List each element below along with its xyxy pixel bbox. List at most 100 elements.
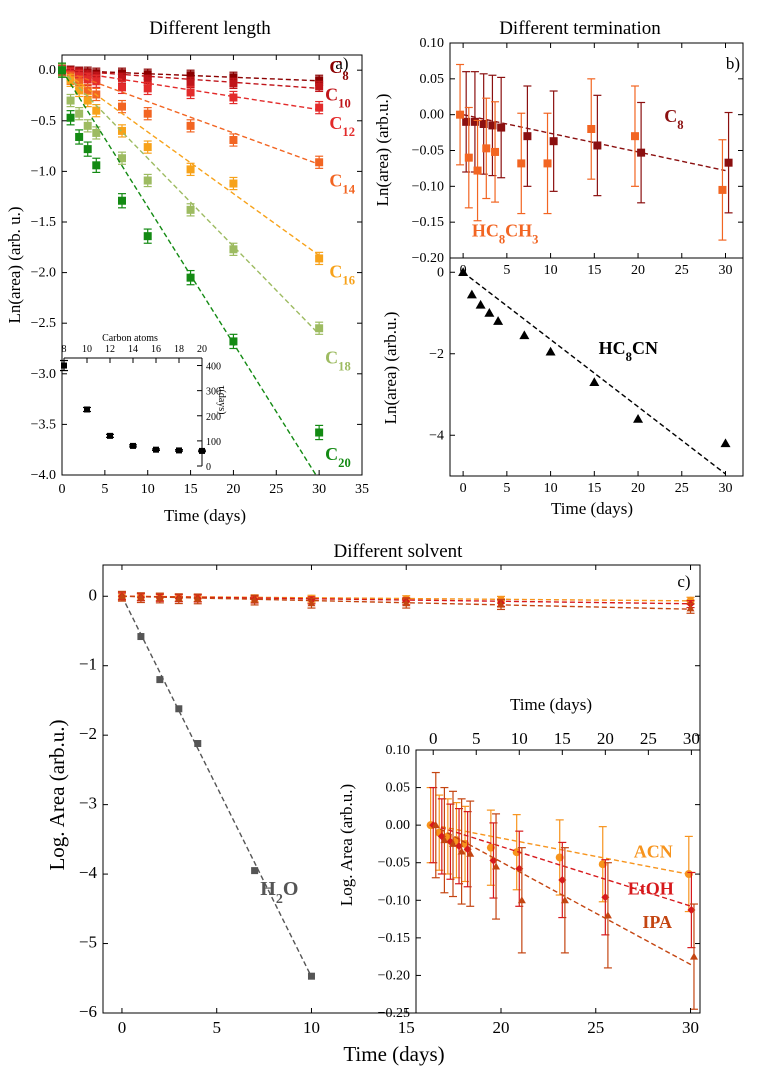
series-c20-point xyxy=(315,428,324,437)
series-h2o-point xyxy=(137,633,145,641)
series-hc8ch3-point xyxy=(718,185,727,194)
inset-series-ipa-point xyxy=(689,952,698,960)
series-c8-point xyxy=(488,121,497,130)
panel-c-y-tick-label: −2 xyxy=(79,724,97,743)
series-c14-point xyxy=(229,136,238,145)
panel-a-plot-frame xyxy=(61,54,363,476)
series-c20-point xyxy=(92,161,101,170)
inset-c-label-etoh: EtOH xyxy=(628,878,674,898)
panel-a-y-tick-label: −1.0 xyxy=(31,164,56,179)
inset-a-point xyxy=(176,447,182,454)
panel-a-y-tick-label: −2.5 xyxy=(31,316,56,331)
series-c16-point xyxy=(186,165,195,174)
series-c10-label: C10 xyxy=(325,85,351,111)
panel-c-y-tick-label: 0 xyxy=(89,585,98,604)
panel-c-y-tick-label: −4 xyxy=(79,863,98,882)
panel-a-label: a) xyxy=(335,54,348,73)
series-c18-point xyxy=(315,324,324,333)
inset-a-x-tick-label: 10 xyxy=(82,344,92,355)
inset-series-ipa-point xyxy=(431,821,440,829)
panel-b-title: Different termination xyxy=(499,18,661,39)
panel-a-ylabel: Ln(area) (arb. u.) xyxy=(5,206,24,323)
inset-c-x-tick-label: 25 xyxy=(640,729,657,748)
series-hc8cn-point xyxy=(589,377,600,387)
inset-a-point xyxy=(107,432,113,439)
series-c16-point xyxy=(92,106,101,115)
series-c8-point xyxy=(315,76,324,85)
inset-a-y-tick-label: 300 xyxy=(206,387,221,398)
series-h2o-point xyxy=(194,740,202,748)
series-c8-point xyxy=(470,117,479,126)
series-ipa-point xyxy=(402,599,411,607)
panel-b-top-y-tick-label: 0.05 xyxy=(420,72,445,87)
series-hc8ch3-point xyxy=(482,144,491,153)
series-c18-point xyxy=(92,128,101,137)
panel-a-x-tick-label: 20 xyxy=(226,482,240,497)
panel-b-top-y-tick-label: −0.05 xyxy=(412,144,444,159)
panel-b-top-x-tick-label: 25 xyxy=(675,263,689,278)
inset-a-y-tick-label: 0 xyxy=(206,462,211,473)
panel-a-x-tick-label: 35 xyxy=(355,482,369,497)
series-c8-point xyxy=(593,141,602,150)
panel-b-bottom-x-tick-label: 5 xyxy=(503,481,510,496)
panel-b-top-chart: Different termination b) Ln(area) (arb.u… xyxy=(373,18,744,278)
panel-b-bottom-x-tick-label: 15 xyxy=(587,481,601,496)
inset-a-point xyxy=(61,362,67,369)
series-c10-point xyxy=(118,74,126,83)
series-hc8cn-point xyxy=(458,267,469,277)
series-c8-point xyxy=(549,137,558,146)
panel-c-ylabel: Log. Area (arb.u.) xyxy=(45,719,69,870)
panel-b-label: b) xyxy=(726,54,740,73)
inset-c-xlabel: Time (days) xyxy=(510,695,592,714)
inset-series-ipa-point xyxy=(449,839,458,847)
series-hc8cn-point xyxy=(633,413,644,423)
panel-b-top-ylabel: Ln(area) (arb.u.) xyxy=(373,94,392,207)
panel-a-y-tick-label: −0.5 xyxy=(31,114,56,129)
inset-c-y-tick-label: 0.05 xyxy=(386,781,411,796)
series-c10-point xyxy=(229,79,238,88)
panel-b-top-y-tick-label: −0.20 xyxy=(412,251,444,266)
series-c16-point xyxy=(143,143,152,152)
panel-c-plot-frame xyxy=(102,564,701,1014)
panel-c-label: c) xyxy=(677,572,690,591)
panel-c-y-tick-label: −1 xyxy=(79,655,97,674)
series-c18-point xyxy=(66,96,75,105)
series-hc8cn-fit-line xyxy=(462,271,726,475)
inset-c-y-tick-label: 0.10 xyxy=(386,743,411,758)
panel-b-top-x-tick-label: 20 xyxy=(631,263,645,278)
series-c16-point xyxy=(118,126,126,135)
series-c12-label: C12 xyxy=(329,113,355,139)
panel-a-x-tick-label: 25 xyxy=(269,482,283,497)
series-c14-point xyxy=(315,158,324,167)
panel-b-bottom-plot-frame xyxy=(449,257,744,477)
series-h2o-point xyxy=(156,676,164,684)
series-ipa-point xyxy=(174,594,183,602)
series-ipa-point xyxy=(497,600,505,608)
series-hc8ch3-point xyxy=(587,125,596,133)
series-c16-point xyxy=(315,254,324,263)
series-c12-point xyxy=(229,93,238,102)
panel-b-top-x-tick-label: 5 xyxy=(503,263,510,278)
inset-a-point xyxy=(130,442,136,449)
series-c12-point xyxy=(315,103,324,112)
panel-b-bottom-y-tick-label: 0 xyxy=(437,265,444,280)
inset-a-y-tick-label: 200 xyxy=(206,412,221,423)
series-h2o-label: H2O xyxy=(260,878,298,907)
series-hc8ch3-point xyxy=(517,159,526,168)
series-c8-point xyxy=(523,132,532,141)
series-c20-point xyxy=(186,273,195,282)
panel-a-x-tick-label: 0 xyxy=(59,482,66,497)
series-c8-point xyxy=(497,123,506,132)
inset-series-ipa-point xyxy=(457,847,466,855)
series-h2o-point xyxy=(307,972,315,980)
series-ipa-point xyxy=(155,593,164,601)
series-c20-point xyxy=(58,66,66,75)
series-hc8cn-point xyxy=(493,316,504,325)
panel-a-y-tick-label: −1.5 xyxy=(31,215,56,230)
series-c8-point xyxy=(637,148,646,157)
panel-c-title: Different solvent xyxy=(334,541,464,562)
panel-c-x-tick-label: 30 xyxy=(682,1018,699,1037)
series-c8-point xyxy=(462,117,471,126)
series-c18-point xyxy=(118,154,126,163)
